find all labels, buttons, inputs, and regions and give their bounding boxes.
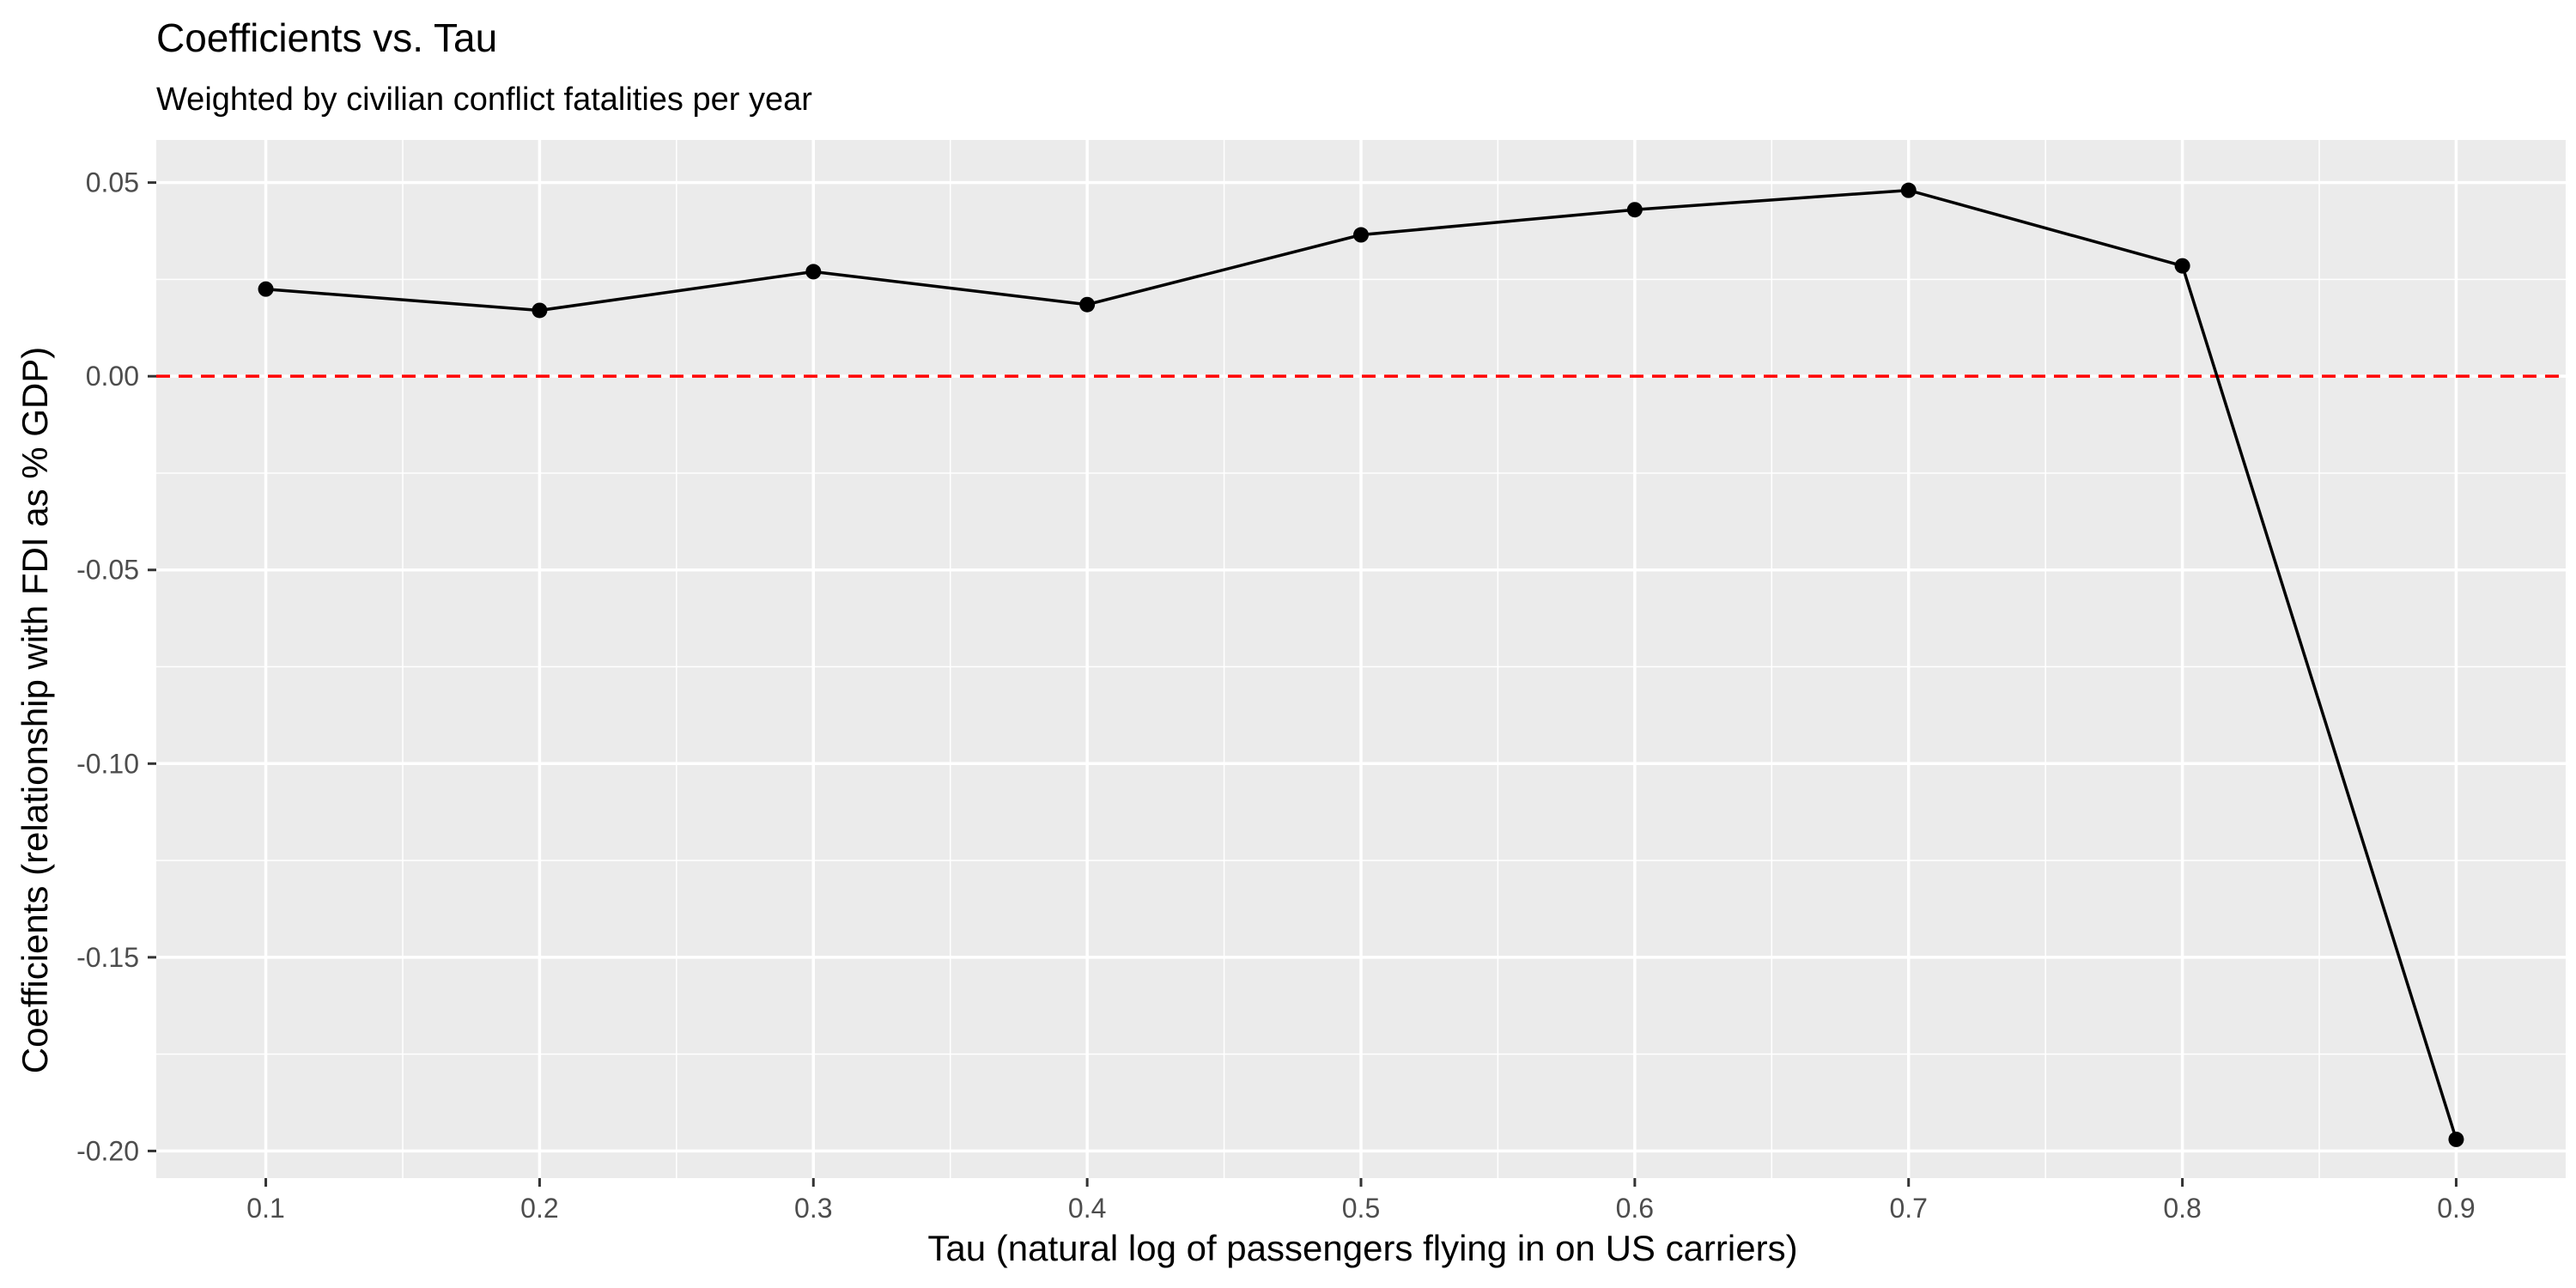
data-point — [1079, 296, 1096, 313]
y-tick-label: -0.05 — [76, 555, 139, 586]
x-tick-label: 0.8 — [2163, 1193, 2201, 1224]
x-tick-label: 0.2 — [520, 1193, 558, 1224]
x-tick-label: 0.7 — [1889, 1193, 1927, 1224]
y-axis: 0.05 0.00 -0.05 -0.10 -0.15 -0.20 — [76, 167, 156, 1166]
x-tick-label: 0.5 — [1342, 1193, 1380, 1224]
data-point — [1900, 182, 1917, 198]
data-point — [1626, 202, 1643, 218]
x-axis: 0.1 0.2 0.3 0.4 0.5 0.6 0.7 0.8 0.9 — [246, 1178, 2476, 1224]
y-tick-label: -0.20 — [76, 1135, 139, 1166]
y-tick-label: -0.10 — [76, 748, 139, 779]
data-points — [258, 182, 2464, 1147]
x-axis-title: Tau (natural log of passengers flying in… — [927, 1228, 1797, 1268]
data-point — [2174, 258, 2190, 274]
data-point — [532, 302, 548, 319]
x-tick-label: 0.4 — [1068, 1193, 1106, 1224]
chart-subtitle: Weighted by civilian conflict fatalities… — [156, 82, 812, 118]
x-tick-label: 0.1 — [246, 1193, 284, 1224]
y-tick-label: 0.05 — [86, 167, 139, 198]
y-tick-label: -0.15 — [76, 942, 139, 973]
major-gridlines — [156, 140, 2566, 1178]
chart-title: Coefficients vs. Tau — [156, 15, 497, 60]
y-axis-title: Coefficients (relationship with FDI as %… — [15, 347, 55, 1074]
data-point — [258, 281, 274, 297]
data-point — [2448, 1131, 2464, 1147]
x-tick-label: 0.6 — [1616, 1193, 1654, 1224]
y-tick-label: 0.00 — [86, 361, 139, 392]
data-point — [1353, 227, 1369, 243]
x-tick-label: 0.9 — [2437, 1193, 2475, 1224]
x-tick-label: 0.3 — [794, 1193, 832, 1224]
data-point — [805, 264, 822, 280]
